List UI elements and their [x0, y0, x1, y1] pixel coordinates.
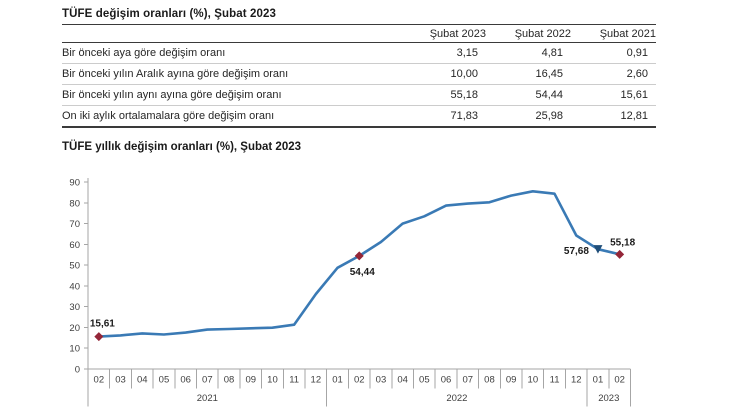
y-axis-label: 10 [69, 344, 80, 355]
x-axis-month-label: 08 [224, 375, 235, 386]
data-point-label: 54,44 [350, 267, 375, 278]
x-axis-year-label: 2022 [446, 393, 467, 404]
summary-table: Şubat 2023 Şubat 2022 Şubat 2021 Bir önc… [62, 25, 656, 128]
table-header-row: Şubat 2023 Şubat 2022 Şubat 2021 [62, 25, 656, 43]
table-row: Bir önceki yılın aynı ayına göre değişim… [62, 84, 656, 106]
x-axis-year-label: 2021 [197, 393, 218, 404]
row-label: Bir önceki yılın Aralık ayına göre değiş… [62, 63, 401, 85]
x-axis-month-label: 03 [376, 375, 387, 386]
table-title: TÜFE değişim oranları (%), Şubat 2023 [62, 8, 656, 25]
cell-value: 15,61 [571, 84, 656, 106]
cell-value: 0,91 [571, 42, 656, 64]
cell-value: 4,81 [486, 42, 571, 64]
x-axis-month-label: 12 [571, 375, 582, 386]
cell-value: 71,83 [401, 105, 486, 128]
column-header-blank [62, 25, 401, 43]
y-axis-label: 40 [69, 281, 80, 292]
diamond-marker [615, 249, 625, 259]
y-axis-label: 50 [69, 261, 80, 272]
x-axis-month-label: 10 [267, 375, 278, 386]
x-axis-month-label: 09 [245, 375, 256, 386]
row-label: Bir önceki yılın aynı ayına göre değişim… [62, 84, 401, 106]
x-axis-month-label: 04 [137, 375, 148, 386]
cell-value: 12,81 [571, 105, 656, 128]
y-axis-label: 70 [69, 219, 80, 230]
row-label: On iki aylık ortalamalara göre değişim o… [62, 105, 401, 128]
x-axis-month-label: 05 [159, 375, 170, 386]
table-row: On iki aylık ortalamalara göre değişim o… [62, 105, 656, 128]
cell-value: 16,45 [486, 63, 571, 85]
x-axis-month-label: 11 [289, 375, 299, 386]
x-axis-month-label: 05 [419, 375, 430, 386]
x-axis-month-label: 04 [397, 375, 408, 386]
chart-title: TÜFE yıllık değişim oranları (%), Şubat … [62, 141, 302, 153]
x-axis-month-label: 12 [311, 375, 322, 386]
x-axis-month-label: 01 [593, 375, 604, 386]
data-point-label: 15,61 [90, 319, 115, 330]
y-axis-label: 20 [69, 323, 80, 334]
summary-table-section: TÜFE değişim oranları (%), Şubat 2023 Şu… [62, 8, 656, 128]
data-point-label: 57,68 [564, 246, 589, 257]
diamond-marker [94, 332, 104, 342]
data-point-label: 55,18 [610, 237, 635, 248]
x-axis-month-label: 06 [441, 375, 452, 386]
y-axis-label: 0 [75, 365, 80, 376]
cell-value: 25,98 [486, 105, 571, 128]
x-axis-month-label: 02 [614, 375, 625, 386]
series-line [97, 190, 621, 338]
x-axis-month-label: 02 [94, 375, 105, 386]
diamond-marker [354, 251, 364, 261]
x-axis-year-label: 2023 [598, 393, 619, 404]
triangle-marker [593, 245, 603, 254]
x-axis-month-label: 10 [528, 375, 539, 386]
cell-value: 55,18 [401, 84, 486, 106]
y-axis-label: 90 [69, 178, 80, 189]
x-axis-month-label: 08 [484, 375, 495, 386]
column-header-subat-2021: Şubat 2021 [571, 25, 656, 43]
y-axis-label: 30 [69, 302, 80, 313]
table-row: Bir önceki aya göre değişim oranı 3,15 4… [62, 42, 656, 64]
cell-value: 2,60 [571, 63, 656, 85]
x-axis-month-label: 11 [550, 375, 560, 386]
cell-value: 54,44 [486, 84, 571, 106]
cell-value: 10,00 [401, 63, 486, 85]
table-row: Bir önceki yılın Aralık ayına göre değiş… [62, 63, 656, 85]
x-axis-month-label: 07 [202, 375, 213, 386]
x-axis-month-label: 03 [115, 375, 126, 386]
x-axis-month-label: 09 [506, 375, 517, 386]
x-axis-month-label: 01 [332, 375, 343, 386]
y-axis-label: 60 [69, 240, 80, 251]
cell-value: 3,15 [401, 42, 486, 64]
x-axis-month-label: 07 [462, 375, 473, 386]
row-label: Bir önceki aya göre değişim oranı [62, 42, 401, 64]
column-header-subat-2023: Şubat 2023 [401, 25, 486, 43]
column-header-subat-2022: Şubat 2022 [486, 25, 571, 43]
y-axis-label: 80 [69, 198, 80, 209]
x-axis-month-label: 02 [354, 375, 365, 386]
x-axis-month-label: 06 [180, 375, 191, 386]
